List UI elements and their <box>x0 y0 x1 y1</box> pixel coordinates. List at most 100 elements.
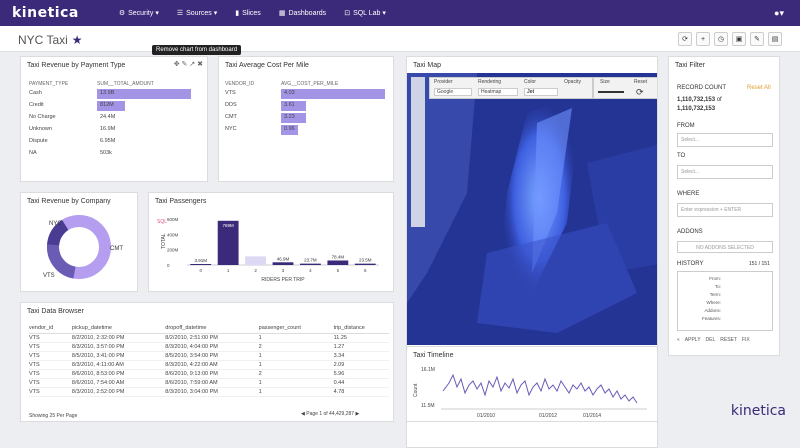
reset-all-link[interactable]: Reset All <box>747 85 771 91</box>
bar-riders-5[interactable] <box>327 260 349 265</box>
nav-dashboards[interactable]: ▦ Dashboards <box>279 9 326 18</box>
history-fix[interactable]: FIX <box>741 337 750 343</box>
table-row[interactable]: VTS 8/3/2010, 3:57:00 PM 8/3/2010, 4:04:00… <box>29 342 389 352</box>
table-row[interactable]: VTS 8/6/2010, 7:54:00 AM 8/6/2010, 7:59:00… <box>29 378 389 388</box>
chart-actions-icons[interactable]: ✥ ✎ ↗ ✖ <box>173 61 203 68</box>
payment-value-cell: 6.95M <box>100 138 116 144</box>
revenue-by-payment-panel: Taxi Revenue by Payment Type ✥ ✎ ↗ ✖ PAY… <box>20 56 208 182</box>
y-tick-label: 400M <box>167 232 179 237</box>
table-row[interactable]: VTS 8/3/2010, 2:52:00 PM 8/3/2010, 3:04:00… <box>29 387 389 397</box>
pager-prev[interactable]: ◀ <box>301 411 305 417</box>
provider-select[interactable]: Google <box>434 88 472 96</box>
history-del[interactable]: DEL <box>705 337 716 343</box>
kinetica-logo[interactable]: kinetica <box>12 5 79 21</box>
where-input[interactable]: Enter expression + ENTER <box>677 203 773 217</box>
column-header-passenger-count[interactable]: passenger_count <box>258 323 334 334</box>
payment-value-cell: 503k <box>100 150 112 156</box>
x-tick-label: 2 <box>254 268 257 273</box>
passengers-bar-chart: SQL TOTAL 600M 400M 200M 0 0 3.91M 1 769M 2 3 46.9M 4… <box>157 217 379 283</box>
bar-riders-6[interactable] <box>354 263 376 265</box>
table-row[interactable]: VTS 8/6/2010, 8:53:00 PM 8/6/2010, 9:13:00… <box>29 369 389 379</box>
table-row[interactable]: VTS 8/3/2010, 4:11:00 AM 8/3/2010, 4:22:00… <box>29 360 389 370</box>
history-prev[interactable]: « <box>677 337 680 343</box>
history-reset[interactable]: RESET <box>720 337 737 343</box>
timeline-ytick-1: 11.5M <box>421 403 435 409</box>
data-label: 46.9M <box>277 256 290 261</box>
table-cell: VTS <box>29 360 72 370</box>
star-icon[interactable]: ★ <box>71 33 83 47</box>
map-canvas[interactable]: Provider Google Rendering Heatmap Color … <box>407 73 657 345</box>
nav-sql-lab[interactable]: ⊡ SQL Lab ▾ <box>344 9 386 17</box>
color-select[interactable]: Jet <box>524 88 558 96</box>
y-tick-label: 0 <box>167 263 170 268</box>
bar-riders-3[interactable] <box>272 262 294 265</box>
table-cell: 8/6/2010, 9:13:00 PM <box>165 369 259 379</box>
table-cell: 1 <box>258 360 334 370</box>
payment-type-cell: No Charge <box>29 114 56 120</box>
column-header-pickup-datetime[interactable]: pickup_datetime <box>71 323 166 334</box>
nav-sources[interactable]: ☰ Sources ▾ <box>177 9 217 17</box>
to-label: TO <box>677 153 686 159</box>
table-cell: 8/3/2010, 4:04:00 PM <box>165 342 259 352</box>
y-tick-label: 600M <box>167 217 179 222</box>
provider-label: Provider <box>434 79 453 85</box>
col-sum-total[interactable]: SUM__TOTAL_AMOUNT <box>97 81 154 87</box>
edit-icon[interactable]: ✎ <box>750 32 764 46</box>
avg-cost-value-cell: 4.03 <box>284 90 295 96</box>
add-icon[interactable]: + <box>696 32 710 46</box>
history-apply[interactable]: APPLY <box>684 337 701 343</box>
timeline-xtick-2: 01/2014 <box>583 413 601 419</box>
to-select[interactable]: Select... <box>677 165 773 179</box>
column-header-dropoff-datetime[interactable]: dropoff_datetime <box>165 323 259 334</box>
col-payment-type[interactable]: PAYMENT_TYPE <box>29 81 69 87</box>
map-toolbar[interactable] <box>411 77 425 227</box>
bar-riders-4[interactable] <box>300 263 321 265</box>
reset-icon[interactable]: ⟳ <box>636 87 644 97</box>
taxi-data-browser-panel: Taxi Data Browser vendor_id pickup_dateti… <box>20 302 394 422</box>
database-icon: ☰ <box>176 10 184 17</box>
column-header-vendor-id[interactable]: vendor_id <box>29 323 72 334</box>
col-avg-cost[interactable]: AVG__COST_PER_MILE <box>281 81 339 87</box>
bar-riders-1[interactable] <box>217 220 239 265</box>
addons-box[interactable]: NO ADDONS SELECTED <box>677 241 773 253</box>
table-cell: 8/3/2010, 3:04:00 PM <box>165 387 259 397</box>
clock-icon[interactable]: ◷ <box>714 32 728 46</box>
save-icon[interactable]: ▤ <box>768 32 782 46</box>
dashboard-header: NYC Taxi ★ ⟳ + ◷ ▣ ✎ ▤ <box>0 26 800 52</box>
col-vendor-id[interactable]: VENDOR_ID <box>225 81 255 87</box>
gear-icon: ⚙ <box>118 10 126 17</box>
rendering-select[interactable]: Heatmap <box>478 88 518 96</box>
bar-riders-0[interactable] <box>190 264 212 265</box>
user-menu-caret: ▾ <box>779 8 784 18</box>
data-label: 3.91M <box>194 258 207 263</box>
table-row[interactable]: VTS 8/5/2010, 3:41:00 PM 8/5/2010, 3:54:00… <box>29 351 389 361</box>
table-row[interactable]: VTS 8/2/2010, 2:32:00 PM 8/2/2010, 2:51:00… <box>29 333 389 343</box>
avg-cost-bar <box>281 125 298 135</box>
page-title: NYC Taxi ★ <box>18 33 83 47</box>
dashboard-toolbar: ⟳ + ◷ ▣ ✎ ▤ <box>678 32 782 46</box>
refresh-icon[interactable]: ⟳ <box>678 32 692 46</box>
payment-value-cell: 16.9M <box>100 126 116 132</box>
donut-chart: NYC CMT VTS <box>43 215 123 279</box>
table-cell: 8/2/2010, 2:32:00 PM <box>71 333 166 343</box>
history-field: From: <box>709 276 721 281</box>
from-select[interactable]: Select... <box>677 133 773 147</box>
pager-next[interactable]: ▶ <box>355 411 360 417</box>
nav-security[interactable]: ⚙ Security ▾ <box>119 9 159 17</box>
timeline-xtick-0: 01/2010 <box>477 413 495 419</box>
page-size-info: Showing 25 Per Page <box>29 413 78 419</box>
timeline-chart[interactable]: Count 16.1M 11.5M 01/2010 01/2012 01/201… <box>407 361 659 423</box>
size-slider[interactable] <box>598 91 624 93</box>
data-table: vendor_id pickup_datetime dropoff_datetime… <box>29 323 389 397</box>
table-cell: VTS <box>29 333 72 343</box>
css-icon[interactable]: ▣ <box>732 32 746 46</box>
table-cell: 8/6/2010, 8:53:00 PM <box>71 369 166 379</box>
vendor-id-cell: CMT <box>225 114 237 120</box>
nav-slices[interactable]: ▮ Slices <box>235 9 261 18</box>
user-menu[interactable]: ●▾ <box>774 8 784 19</box>
bar-riders-2[interactable] <box>245 256 266 265</box>
column-header-trip-distance[interactable]: trip_distance <box>333 323 389 334</box>
x-axis-label: RIDERS PER TRIP <box>261 277 305 283</box>
taxi-map-title: Taxi Map <box>413 62 442 69</box>
donut-slice-nyc[interactable] <box>47 215 112 279</box>
